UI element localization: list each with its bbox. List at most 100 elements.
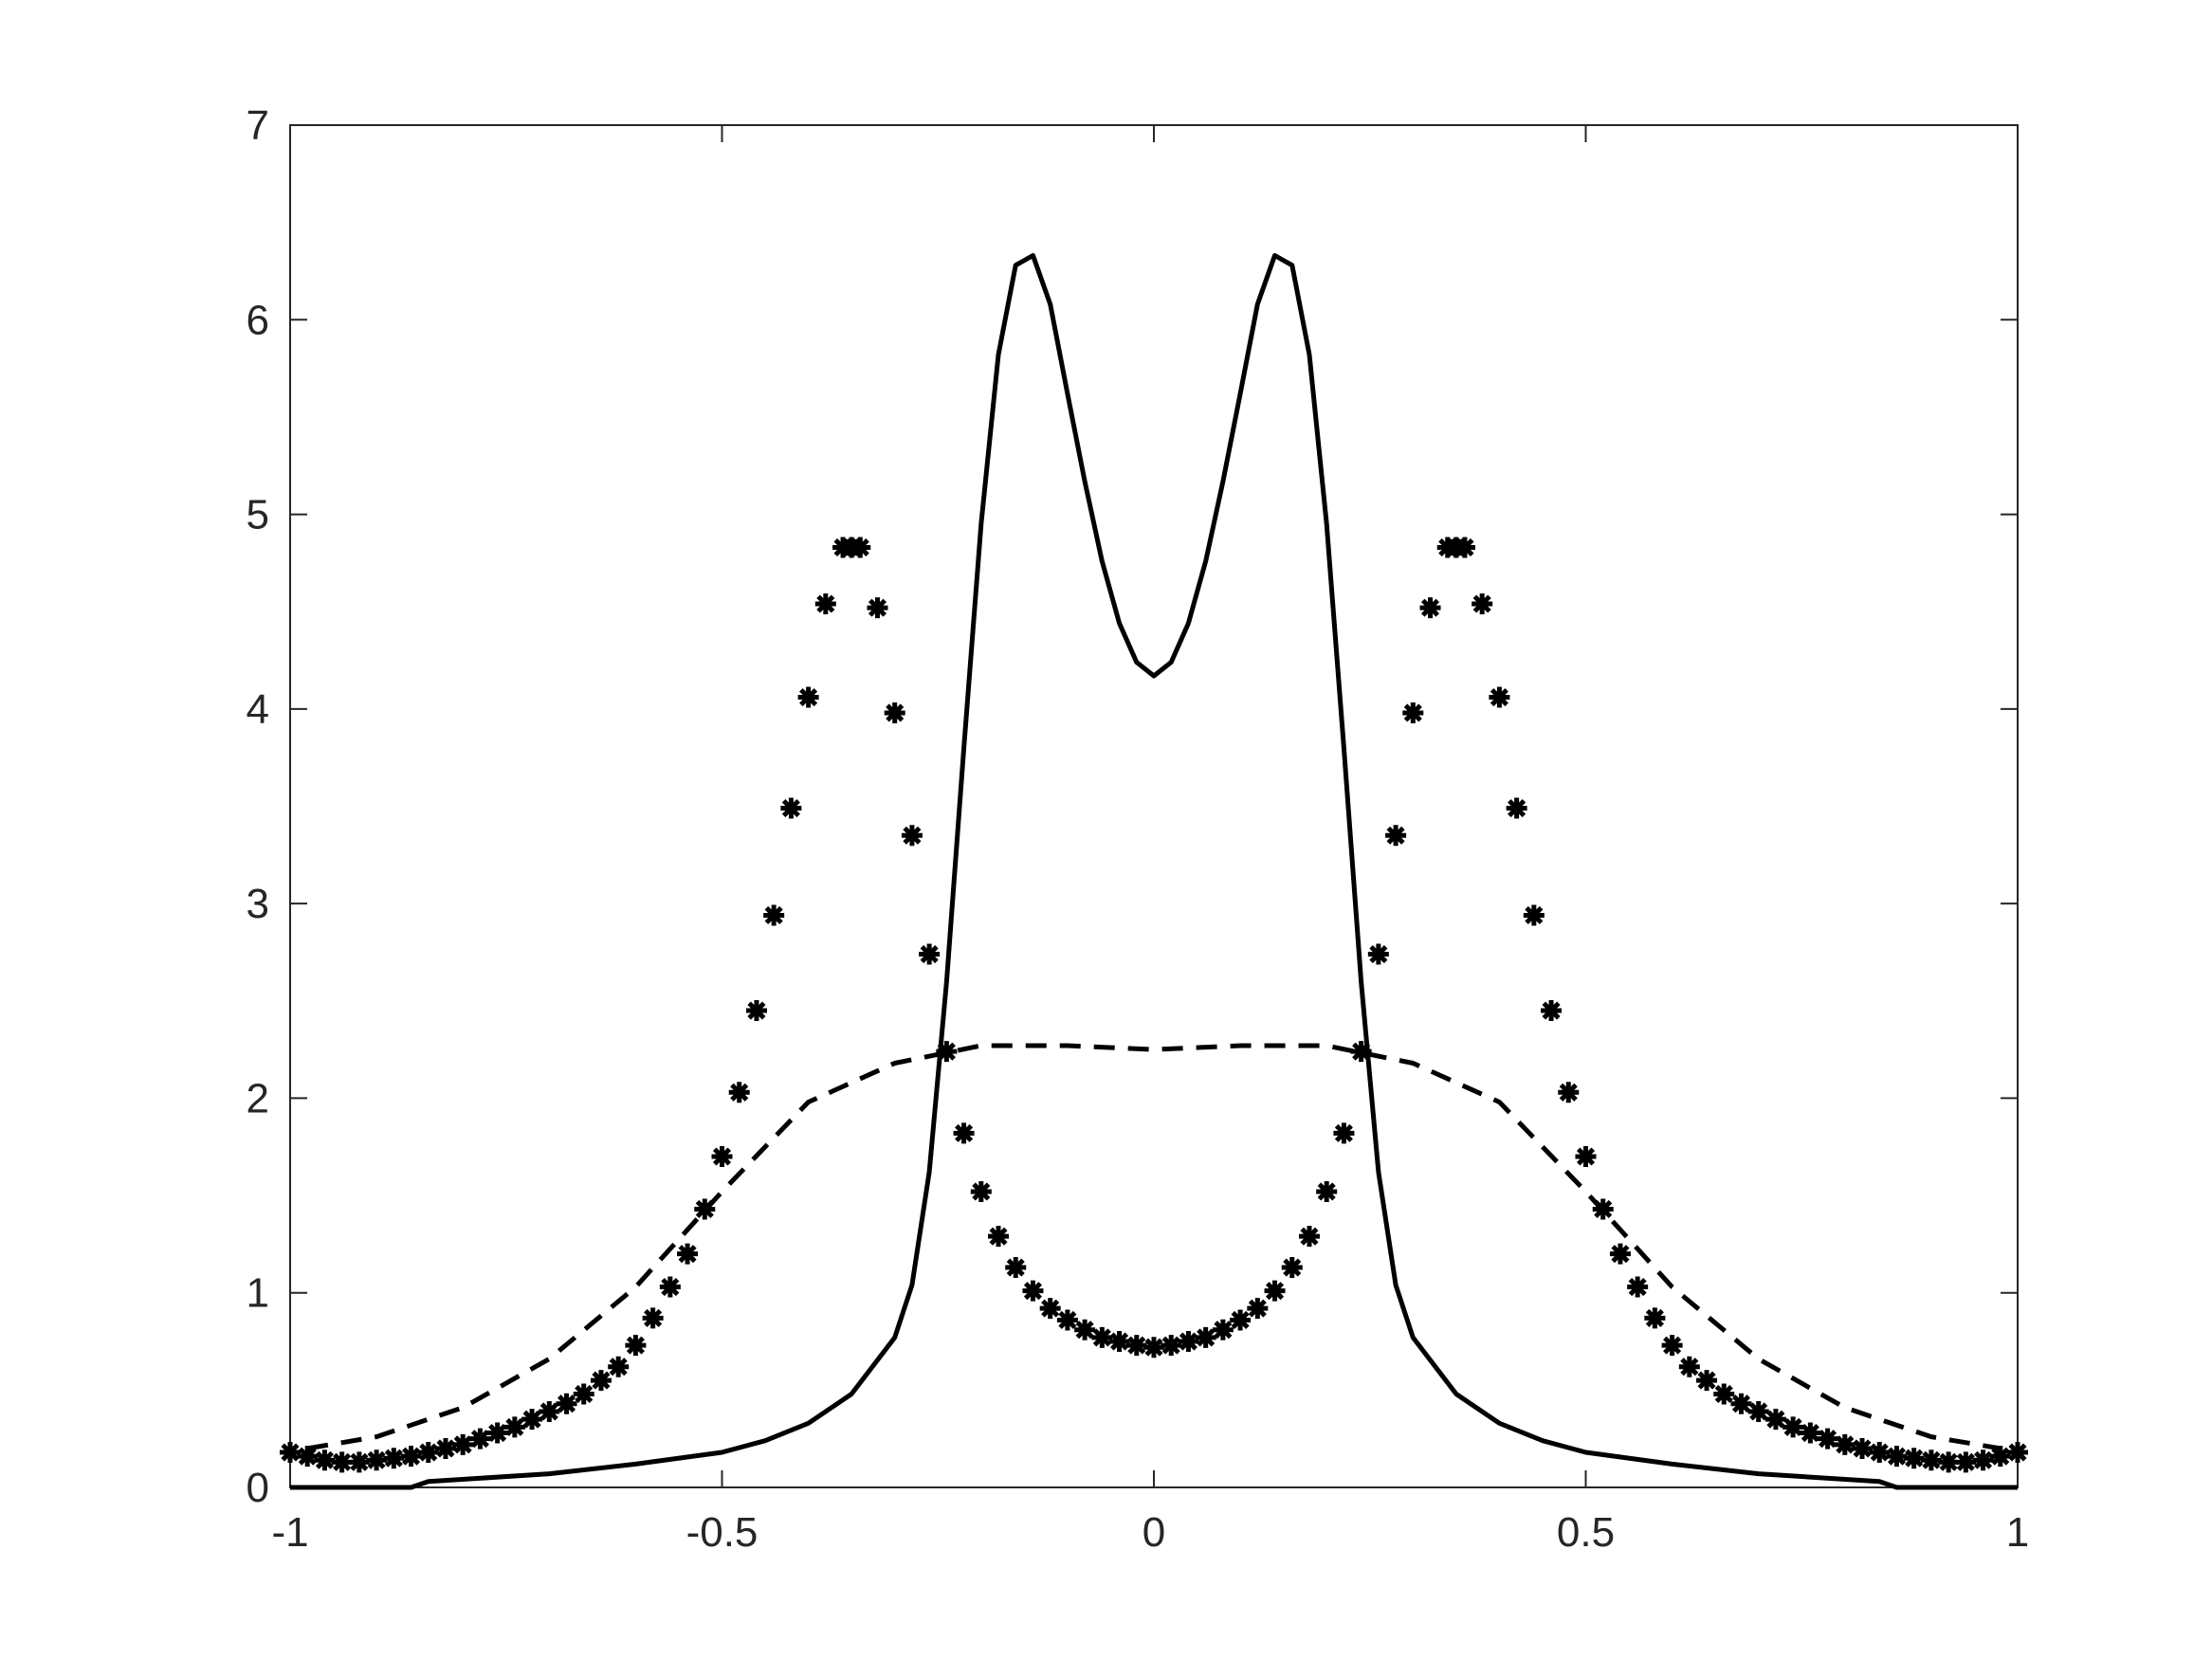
asterisk-marker — [1678, 1356, 1700, 1377]
asterisk-marker — [1903, 1448, 1925, 1469]
asterisk-marker — [590, 1370, 612, 1392]
asterisk-marker — [711, 1146, 733, 1168]
asterisk-marker — [1609, 1243, 1631, 1265]
asterisk-marker — [1627, 1276, 1649, 1298]
asterisk-marker — [1834, 1433, 1856, 1455]
asterisk-marker — [642, 1307, 664, 1329]
y-tick-label: 3 — [247, 881, 269, 927]
asterisk-marker — [573, 1383, 594, 1405]
y-tick-label: 1 — [247, 1270, 269, 1317]
asterisk-marker — [728, 1082, 750, 1103]
asterisk-marker — [486, 1422, 508, 1444]
asterisk-marker — [1143, 1337, 1164, 1358]
asterisk-marker — [1938, 1451, 1960, 1473]
asterisk-marker — [1558, 1082, 1580, 1103]
asterisk-marker — [1472, 593, 1493, 615]
y-tick-label: 5 — [247, 492, 269, 538]
asterisk-marker — [348, 1451, 370, 1473]
asterisk-marker — [1972, 1449, 1994, 1471]
asterisk-marker — [884, 702, 905, 723]
asterisk-marker — [1022, 1280, 1044, 1302]
asterisk-marker — [901, 825, 923, 847]
asterisk-marker — [1661, 1335, 1683, 1357]
asterisk-marker — [366, 1449, 388, 1471]
x-tick-label: 0.5 — [1557, 1509, 1615, 1556]
solid-line — [290, 253, 2018, 1490]
asterisk-marker — [677, 1243, 699, 1265]
asterisk-marker — [1575, 1146, 1597, 1168]
x-tick-label: -0.5 — [686, 1509, 759, 1556]
y-tick-label: 0 — [247, 1465, 269, 1511]
asterisk-marker — [919, 943, 941, 965]
asterisk-marker — [1056, 1309, 1078, 1331]
asterisk-marker — [1212, 1319, 1234, 1340]
asterisk-marker — [1869, 1442, 1891, 1464]
asterisk-marker — [434, 1437, 456, 1459]
asterisk-marker — [1195, 1326, 1216, 1348]
asterisk-marker — [1764, 1409, 1786, 1431]
asterisk-marker — [417, 1442, 439, 1464]
asterisk-marker — [1989, 1446, 2011, 1468]
asterisk-marker — [1039, 1298, 1061, 1320]
asterisk-marker — [1005, 1257, 1027, 1279]
y-tick-label: 7 — [247, 102, 269, 149]
asterisk-marker — [1592, 1198, 1614, 1220]
asterisk-marker — [988, 1226, 1010, 1248]
asterisk-marker — [1125, 1335, 1147, 1357]
asterisk-marker — [1298, 1226, 1320, 1248]
asterisk-marker — [1920, 1449, 1942, 1471]
asterisk-marker — [1852, 1437, 1874, 1459]
x-tick-label: 1 — [2006, 1509, 2029, 1556]
asterisk-marker — [1281, 1257, 1303, 1279]
asterisk-marker — [1161, 1335, 1182, 1357]
asterisk-marker — [780, 797, 802, 819]
asterisk-marker — [521, 1409, 543, 1431]
asterisk-marker — [659, 1276, 681, 1298]
asterisk-marker — [314, 1449, 336, 1471]
asterisk-marker — [1523, 904, 1545, 926]
asterisk-marker — [297, 1446, 319, 1468]
asterisk-marker — [1713, 1383, 1735, 1405]
asterisk-marker — [625, 1335, 647, 1357]
asterisk-marker — [1817, 1428, 1838, 1449]
asterisk-marker — [953, 1122, 975, 1144]
asterisk-marker — [1453, 537, 1475, 558]
y-tick-label: 4 — [247, 686, 269, 733]
asterisk-marker — [797, 686, 819, 708]
x-tick-label: 0 — [1143, 1509, 1165, 1556]
asterisk-marker — [763, 904, 785, 926]
asterisk-marker — [556, 1393, 577, 1414]
asterisk-marker — [1886, 1446, 1908, 1468]
axes-box — [289, 124, 2019, 1488]
asterisk-marker — [1350, 1041, 1372, 1063]
asterisk-marker — [469, 1428, 491, 1449]
asterisk-marker — [1506, 797, 1527, 819]
asterisk-marker — [694, 1198, 716, 1220]
asterisk-marker — [331, 1451, 353, 1473]
asterisk-marker — [1489, 686, 1510, 708]
asterisk-marker — [1782, 1416, 1804, 1438]
asterisk-marker — [383, 1448, 405, 1469]
asterisk-marker — [503, 1416, 525, 1438]
asterisk-marker — [1333, 1122, 1355, 1144]
asterisk-marker — [608, 1356, 630, 1377]
asterisk-marker — [867, 597, 888, 619]
asterisk-marker — [1074, 1319, 1096, 1340]
asterisk-marker — [936, 1041, 958, 1063]
asterisk-marker — [1402, 702, 1424, 723]
asterisk-marker — [745, 1000, 767, 1022]
asterisk-marker — [1247, 1298, 1269, 1320]
x-tick-label: -1 — [271, 1509, 308, 1556]
asterisk-marker — [452, 1433, 474, 1455]
asterisk-marker — [539, 1400, 560, 1422]
asterisk-marker — [850, 537, 871, 558]
y-tick-label: 6 — [247, 297, 269, 343]
asterisk-marker — [1800, 1422, 1821, 1444]
asterisk-marker — [1419, 597, 1441, 619]
asterisk-marker — [970, 1180, 992, 1202]
asterisk-marker — [1178, 1331, 1199, 1353]
asterisk-marker — [1264, 1280, 1286, 1302]
asterisk-marker — [1367, 943, 1389, 965]
asterisk-marker — [1541, 1000, 1563, 1022]
